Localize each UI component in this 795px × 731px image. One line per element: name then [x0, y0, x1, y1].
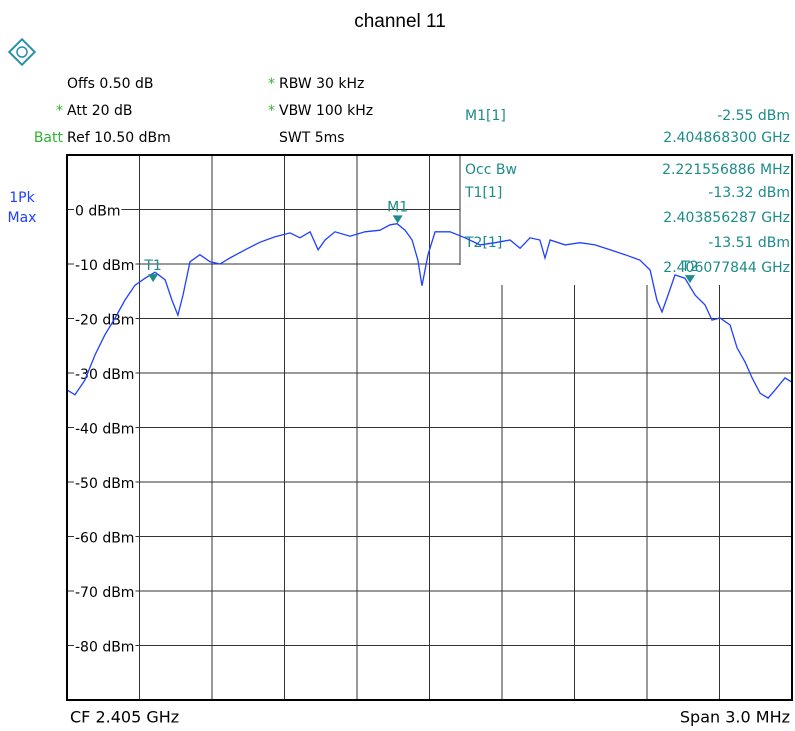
readout-freq: 2.406077844 GHz: [663, 260, 790, 276]
y-tick-label: -50 dBm: [75, 476, 134, 492]
setting-flag: *: [268, 76, 275, 92]
label-bg: [74, 585, 136, 601]
marker-label: T1: [143, 258, 161, 274]
readout-level: -2.55 dBm: [717, 108, 790, 124]
y-tick-label: 0 dBm: [75, 204, 121, 220]
setting-flag: Batt: [34, 130, 64, 146]
logo: [7, 37, 37, 67]
readout-name: M1[1]: [465, 108, 506, 124]
title: channel 11: [354, 11, 446, 32]
readout-level: -13.32 dBm: [708, 185, 790, 201]
occ-bw-name: Occ Bw: [465, 162, 517, 178]
plot-frame: [66, 154, 793, 701]
setting: Att 20 dB: [67, 103, 133, 119]
readout-name: T2[1]: [464, 235, 502, 251]
marker: [684, 275, 695, 284]
trace: [66, 223, 793, 399]
setting-flag: *: [268, 103, 275, 119]
setting: Ref 10.50 dBm: [67, 130, 171, 146]
y-tick-label: -10 dBm: [75, 258, 134, 274]
y-tick-label: -40 dBm: [75, 422, 134, 438]
setting-flag: *: [56, 103, 63, 119]
detector: Max: [8, 210, 37, 226]
readout-name: T1[1]: [464, 185, 502, 201]
label-bg: [74, 639, 136, 656]
label-bg: [74, 530, 136, 547]
y-tick-label: -30 dBm: [75, 367, 134, 383]
readout-box: [460, 155, 792, 285]
setting: Offs 0.50 dB: [67, 76, 154, 92]
label-bg: [74, 258, 136, 274]
readout-level: -13.51 dBm: [708, 235, 790, 251]
marker: [148, 274, 159, 283]
y-tick-label: -60 dBm: [75, 531, 134, 547]
footer-left: CF 2.405 GHz: [70, 708, 179, 727]
occ-bw-value: 2.221556886 MHz: [662, 162, 790, 178]
setting: VBW 100 kHz: [279, 103, 373, 119]
marker-label: T2: [680, 259, 698, 275]
setting: RBW 30 kHz: [279, 76, 364, 92]
footer-right: Span 3.0 MHz: [680, 708, 790, 727]
label-bg: [74, 367, 136, 383]
y-tick-label: -70 dBm: [75, 585, 134, 601]
label-bg: [74, 421, 136, 438]
readout-freq: 2.404868300 GHz: [663, 130, 790, 146]
y-tick-label: -80 dBm: [75, 640, 134, 656]
label-bg: [74, 203, 122, 220]
readout-freq: 2.403856287 GHz: [663, 210, 790, 226]
label-bg: [74, 476, 136, 492]
detector: 1Pk: [9, 190, 35, 206]
marker: [392, 215, 403, 224]
marker-label: M1: [387, 199, 408, 215]
y-tick-label: -20 dBm: [75, 313, 134, 329]
setting: SWT 5ms: [279, 130, 345, 146]
label-bg: [74, 312, 136, 329]
